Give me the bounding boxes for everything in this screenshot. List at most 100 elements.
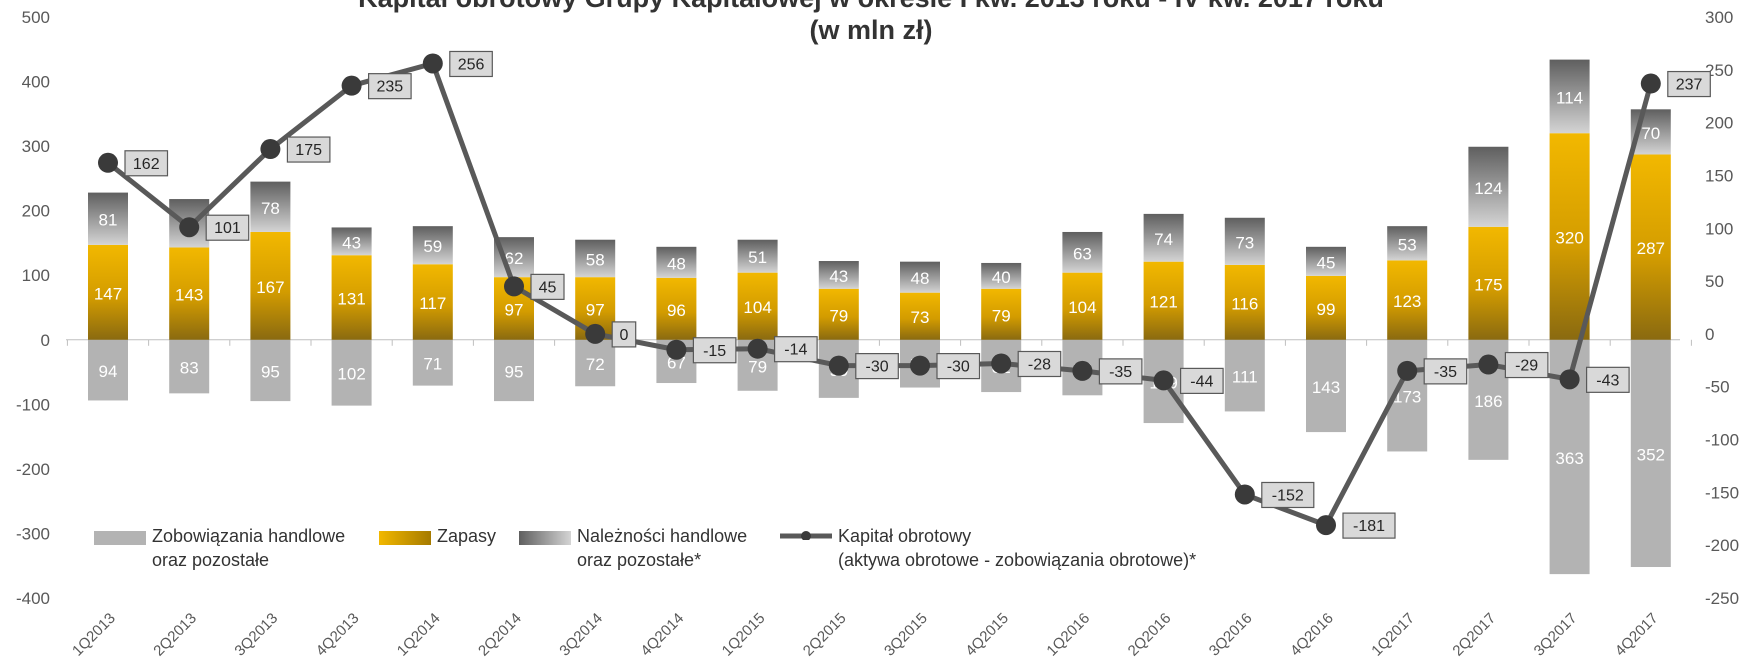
working-capital-point (341, 75, 362, 96)
y-left-tick-label: -100 (16, 395, 50, 414)
working-capital-point (1640, 73, 1661, 94)
working-capital-label: 101 (214, 220, 241, 237)
data-label-receivables: 40 (992, 268, 1011, 287)
data-label-liabilities: 102 (337, 365, 365, 384)
bar-liabilities (412, 339, 453, 386)
bar-receivables (1224, 217, 1265, 265)
bar-receivables (656, 246, 697, 278)
data-label-inventory: 131 (337, 289, 365, 308)
data-label-inventory: 117 (419, 294, 446, 313)
bar-inventory (981, 288, 1022, 340)
data-label-inventory: 79 (829, 306, 848, 325)
bar-receivables (1387, 226, 1428, 261)
data-label-receivables: 74 (1154, 230, 1173, 249)
working-capital-label: -30 (947, 359, 970, 376)
y-right-tick-label: 300 (1705, 8, 1733, 27)
data-label-liabilities: 111 (1232, 368, 1258, 387)
x-tick-label: 1Q2014 (394, 610, 444, 660)
data-label-liabilities: 79 (748, 357, 767, 376)
y-left-tick-label: 0 (41, 331, 50, 350)
legend-swatch-receivables (519, 531, 571, 545)
y-left-tick-label: 100 (22, 266, 50, 285)
bar-inventory (1630, 154, 1671, 340)
bars: 9414781831437595167781021314371117599597… (88, 59, 1671, 575)
bar-inventory (818, 288, 859, 340)
working-capital-label-box (1179, 367, 1224, 394)
x-tick-label: 4Q2013 (313, 610, 363, 660)
working-capital-point (1397, 360, 1418, 381)
bar-inventory (88, 244, 128, 340)
data-label-receivables: 43 (342, 233, 361, 252)
bar-liabilities (575, 339, 616, 387)
x-tick-label: 3Q2013 (231, 610, 281, 660)
working-capital-label: 237 (1676, 77, 1703, 94)
y-left-tick-label: 400 (22, 73, 50, 92)
data-label-inventory: 104 (1068, 298, 1096, 317)
data-label-inventory: 287 (1637, 239, 1665, 258)
data-label-receivables: 45 (1317, 253, 1336, 272)
data-label-receivables: 78 (261, 199, 280, 218)
data-label-inventory: 79 (992, 306, 1011, 325)
data-label-receivables: 63 (1073, 244, 1092, 263)
y-right-tick-label: -200 (1705, 536, 1739, 555)
bar-receivables (1306, 246, 1346, 276)
bar-inventory (1387, 260, 1428, 340)
data-label-inventory: 73 (911, 308, 930, 327)
data-label-receivables: 58 (586, 250, 605, 269)
data-label-inventory: 96 (667, 301, 686, 320)
data-label-receivables: 114 (1556, 88, 1583, 107)
bar-liabilities (1306, 339, 1346, 433)
data-label-liabilities: 72 (586, 355, 605, 374)
data-label-receivables: 43 (829, 267, 848, 286)
chart-title: Kapitał obrotowy Grupy Kapitałowej w okr… (0, 0, 1742, 14)
working-capital-label-box (611, 321, 637, 348)
working-capital-label-box (1667, 70, 1711, 98)
bar-receivables (412, 226, 453, 265)
bar-liabilities (331, 339, 372, 406)
bar-inventory (900, 292, 940, 340)
data-label-inventory: 175 (1474, 275, 1502, 294)
x-tick-label: 3Q2017 (1531, 610, 1581, 660)
working-capital-label: 256 (458, 56, 485, 73)
x-tick-label: 2Q2017 (1449, 610, 1499, 660)
y-left-tick-label: 200 (22, 202, 50, 221)
bar-inventory (1468, 226, 1509, 340)
working-capital-label: -35 (1109, 364, 1132, 381)
working-capital-label-box (773, 336, 818, 363)
working-capital-label-box (1342, 512, 1396, 539)
working-capital-label: -14 (784, 342, 807, 359)
working-capital-label: -15 (703, 343, 726, 360)
working-capital-point (666, 339, 687, 360)
bar-inventory (331, 255, 372, 340)
data-label-receivables: 48 (667, 254, 686, 273)
legend-label: oraz pozostałe* (577, 550, 702, 570)
working-capital-point (260, 139, 281, 160)
working-capital-label-box (530, 273, 565, 300)
bar-inventory (1224, 264, 1265, 340)
working-capital-label: 0 (619, 327, 628, 344)
working-capital-label: 175 (295, 142, 322, 159)
working-capital-label-box (1098, 358, 1143, 385)
working-capital-point (98, 152, 118, 173)
data-label-liabilities: 173 (1393, 388, 1421, 407)
working-capital-label: -152 (1272, 487, 1304, 504)
x-tick-label: 1Q2016 (1043, 610, 1093, 660)
working-capital-label: 45 (539, 279, 557, 296)
data-label-inventory: 167 (256, 278, 284, 297)
working-capital-point (422, 53, 443, 74)
bar-inventory (737, 272, 778, 340)
working-capital-label: -43 (1596, 372, 1619, 389)
working-capital-label: -181 (1353, 518, 1385, 535)
bar-receivables (88, 192, 128, 245)
bar-receivables (250, 181, 291, 232)
bar-receivables (1143, 213, 1184, 262)
data-label-inventory: 147 (94, 284, 122, 303)
working-capital-label-box (1423, 358, 1468, 385)
x-tick-label: 3Q2015 (881, 610, 931, 660)
working-capital-point (504, 276, 524, 297)
y-right-tick-label: -150 (1705, 483, 1739, 502)
working-capital-label: -29 (1515, 358, 1538, 375)
data-label-inventory: 99 (1317, 300, 1336, 319)
legend-swatch-inventory (379, 531, 431, 545)
x-tick-label: 1Q2017 (1368, 610, 1418, 660)
